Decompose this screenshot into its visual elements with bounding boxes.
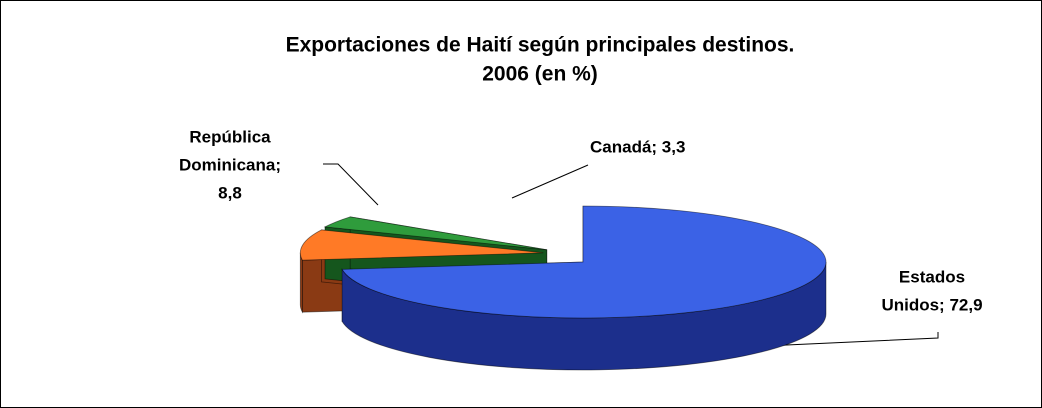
- slice: [323, 216, 547, 251]
- data-label: Estados: [899, 267, 965, 286]
- leader-line: [511, 164, 589, 199]
- pie: [299, 205, 827, 371]
- data-label: 8,8: [218, 183, 242, 202]
- chart-title: Exportaciones de Haití según principales…: [286, 34, 795, 57]
- leader-line: [323, 163, 379, 206]
- data-label: Canadá; 3,3: [590, 137, 685, 156]
- slice: [341, 205, 827, 319]
- data-label: Dominicana;: [179, 155, 281, 174]
- chart-title: 2006 (en %): [482, 63, 598, 86]
- slice-side: [299, 252, 303, 314]
- slice: [299, 229, 544, 261]
- data-label: Unidos; 72,9: [881, 295, 982, 314]
- data-label: República: [189, 127, 271, 146]
